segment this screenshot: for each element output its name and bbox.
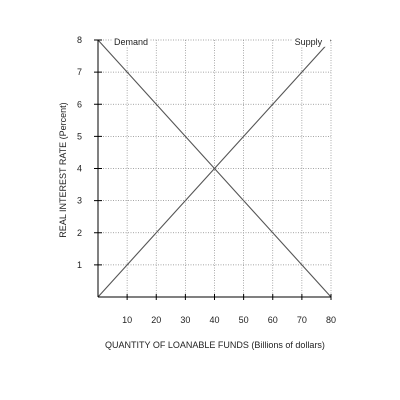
x-tick-label-40: 40 <box>209 315 219 325</box>
y-tick-label-5: 5 <box>77 131 82 141</box>
series-label-bg-demand <box>112 35 150 47</box>
y-tick-label-8: 8 <box>77 35 82 45</box>
series-label-demand: Demand <box>114 37 148 47</box>
x-tick-label-80: 80 <box>326 315 336 325</box>
x-tick-label-50: 50 <box>239 315 249 325</box>
y-tick-label-7: 7 <box>77 67 82 77</box>
series-label-bg-supply <box>292 35 331 47</box>
x-tick-label-60: 60 <box>268 315 278 325</box>
y-tick-label-4: 4 <box>77 164 82 174</box>
y-tick-label-3: 3 <box>77 196 82 206</box>
series-layer <box>97 39 332 298</box>
tick-labels: 1 2 3 4 5 6 7 8 10 20 30 40 50 60 70 80 <box>77 35 336 325</box>
series-line-supply <box>97 39 332 298</box>
x-tick-label-30: 30 <box>180 315 190 325</box>
x-tick-label-20: 20 <box>151 315 161 325</box>
axes <box>94 39 332 300</box>
y-tick-label-1: 1 <box>77 260 82 270</box>
y-tick-label-2: 2 <box>77 228 82 238</box>
x-tick-label-70: 70 <box>297 315 307 325</box>
y-tick-label-6: 6 <box>77 99 82 109</box>
series-labels: Demand Supply <box>112 35 331 47</box>
y-axis-title: REAL INTEREST RATE (Percent) <box>58 102 68 237</box>
series-label-supply: Supply <box>295 37 323 47</box>
x-tick-label-10: 10 <box>122 315 132 325</box>
x-axis-title: QUANTITY OF LOANABLE FUNDS (Billions of … <box>105 340 325 350</box>
